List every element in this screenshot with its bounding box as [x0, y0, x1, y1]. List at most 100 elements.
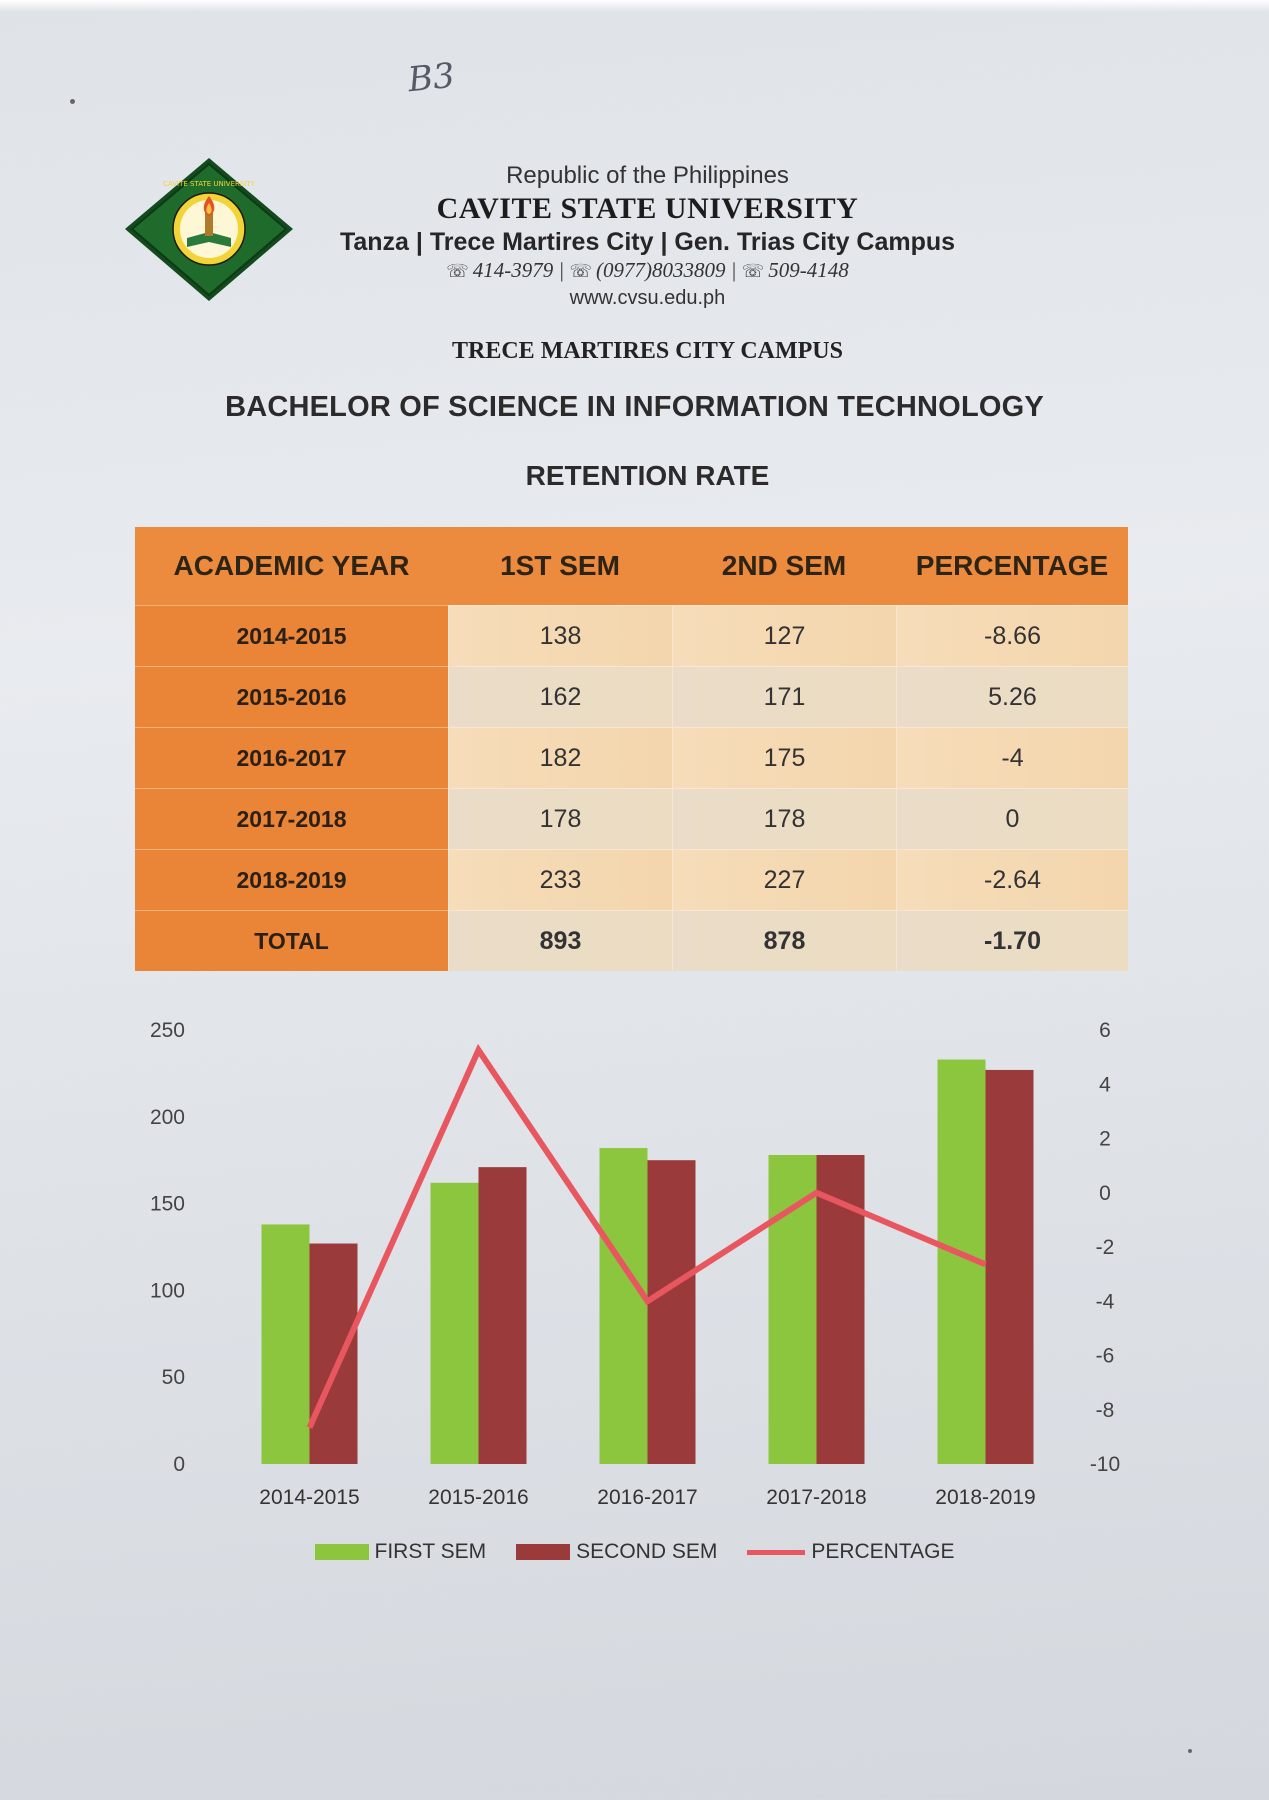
table-total-row: TOTAL 893 878 -1.70 [135, 910, 1128, 971]
y-axis-tick-label: 100 [150, 1279, 185, 1302]
y2-axis-tick-label: -4 [1096, 1290, 1115, 1313]
point-percentage [309, 1427, 310, 1429]
website-url: www.cvsu.edu.ph [569, 287, 726, 309]
percentage-cell: -2.64 [896, 849, 1128, 910]
program-title: BACHELOR OF SCIENCE IN INFORMATION TECHN… [225, 391, 1044, 423]
point-percentage [985, 1263, 986, 1265]
y2-axis-tick-label: -2 [1096, 1236, 1115, 1259]
column-header: 2ND SEM [721, 550, 847, 581]
legend-label: SECOND SEM [576, 1540, 718, 1563]
y-axis-tick-label: 200 [150, 1106, 185, 1129]
table-row: 2018-2019 233 227 -2.64 [135, 849, 1128, 910]
republic-line: Republic of the Philippines [506, 162, 789, 189]
table-header-row: ACADEMIC YEAR 1ST SEM 2ND SEM PERCENTAGE [135, 527, 1128, 605]
phone-number: 414-3979 [472, 258, 554, 282]
point-percentage [816, 1192, 817, 1194]
second-sem-cell: 178 [672, 788, 896, 849]
table-row: 2015-2016 162 171 5.26 [135, 666, 1128, 727]
percentage-cell: -8.66 [896, 605, 1128, 666]
retention-chart: 250 200 150 100 50 0 6 4 2 0 -2 -4 -6 -8 -10 2014-2015 2… [150, 1019, 1120, 1509]
legend-item-percentage: PERCENTAGE [747, 1540, 954, 1564]
column-header: ACADEMIC YEAR [173, 550, 410, 581]
legend-label: PERCENTAGE [811, 1540, 955, 1563]
second-sem-cell: 227 [672, 849, 896, 910]
first-sem-cell: 233 [448, 849, 672, 910]
first-sem-cell: 178 [448, 788, 672, 849]
phone-icon: ☏ [741, 261, 765, 281]
total-percentage: -1.70 [896, 910, 1128, 971]
y2-axis-tick-label: 4 [1099, 1073, 1111, 1096]
x-axis-tick-label: 2016-2017 [597, 1486, 697, 1509]
second-sem-cell: 127 [672, 605, 896, 666]
percentage-cell: 5.26 [896, 666, 1128, 727]
phone-numbers: ☏ 414-3979 | ☏ (0977)8033809 | ☏ 509-4148 [446, 258, 849, 282]
logo-text: CAVITE STATE UNIVERSITY [163, 180, 256, 188]
y-axis-tick-label: 150 [150, 1193, 185, 1216]
legend-swatch-second-sem [516, 1544, 571, 1560]
y2-axis-tick-label: 6 [1099, 1019, 1111, 1042]
retention-table: ACADEMIC YEAR 1ST SEM 2ND SEM PERCENTAGE… [135, 527, 1128, 971]
table-row: 2017-2018 178 178 0 [135, 788, 1128, 849]
university-name: CAVITE STATE UNIVERSITY [436, 192, 859, 225]
total-second-sem: 878 [672, 910, 896, 971]
legend-swatch-percentage [747, 1549, 806, 1555]
year-cell: 2016-2017 [135, 727, 448, 788]
percentage-cell: -4 [896, 727, 1128, 788]
x-axis-tick-label: 2018-2019 [935, 1486, 1035, 1509]
speck [1188, 1749, 1192, 1753]
phone-icon: ☏ [569, 261, 592, 281]
page-top-edge [0, 0, 1269, 12]
bar-second-sem [647, 1160, 696, 1464]
y-axis-tick-label: 0 [173, 1453, 185, 1476]
point-percentage [478, 1049, 479, 1051]
campus-name: TRECE MARTIRES CITY CAMPUS [452, 338, 843, 364]
year-cell: 2015-2016 [135, 666, 448, 727]
bar-second-sem [478, 1167, 527, 1464]
phone-number: (0977)8033809 [596, 258, 726, 282]
speck [70, 99, 75, 104]
bar-second-sem [985, 1069, 1034, 1464]
table-row: 2014-2015 138 127 -8.66 [135, 605, 1128, 666]
legend-item-second-sem: SECOND SEM [516, 1540, 717, 1564]
x-axis-tick-label: 2014-2015 [259, 1486, 359, 1509]
bar-first-sem [599, 1148, 648, 1464]
total-first-sem: 893 [448, 910, 672, 971]
legend-label: FIRST SEM [374, 1540, 487, 1563]
column-header: 1ST SEM [500, 550, 620, 581]
table-row: 2016-2017 182 175 -4 [135, 727, 1128, 788]
y-axis-tick-label: 50 [162, 1366, 185, 1389]
second-sem-cell: 175 [672, 727, 896, 788]
bar-first-sem [261, 1224, 310, 1464]
y2-axis-tick-label: -10 [1090, 1453, 1120, 1476]
x-axis-tick-label: 2015-2016 [428, 1486, 528, 1509]
percentage-cell: 0 [896, 788, 1128, 849]
year-cell: 2017-2018 [135, 788, 448, 849]
y2-axis-tick-label: 2 [1099, 1128, 1111, 1151]
phone-icon: ☏ [446, 261, 469, 281]
legend-swatch-first-sem [314, 1544, 369, 1560]
first-sem-cell: 162 [448, 666, 672, 727]
column-header: PERCENTAGE [915, 550, 1109, 581]
bar-second-sem [309, 1243, 358, 1464]
bar-first-sem [768, 1154, 817, 1464]
y2-axis-tick-label: -8 [1096, 1399, 1115, 1422]
year-cell: 2014-2015 [135, 605, 448, 666]
total-label: TOTAL [135, 910, 448, 971]
bar-first-sem [430, 1182, 479, 1464]
campus-list: Tanza | Trece Martires City | Gen. Trias… [339, 228, 956, 256]
second-sem-cell: 171 [672, 666, 896, 727]
y2-axis-tick-label: -6 [1096, 1345, 1115, 1368]
phone-number: 509-4148 [768, 258, 849, 282]
first-sem-cell: 138 [448, 605, 672, 666]
document-title: RETENTION RATE [525, 460, 770, 491]
legend-item-first-sem: FIRST SEM [314, 1540, 487, 1564]
university-logo: CAVITE STATE UNIVERSITY [125, 158, 293, 301]
handwritten-mark: B3 [406, 55, 457, 101]
chart-legend: FIRST SEM SECOND SEM PERCENTAGE [0, 1540, 1269, 1564]
first-sem-cell: 182 [448, 727, 672, 788]
y-axis-tick-label: 250 [150, 1019, 185, 1042]
year-cell: 2018-2019 [135, 849, 448, 910]
y2-axis-tick-label: 0 [1099, 1182, 1111, 1205]
point-percentage [647, 1300, 648, 1302]
x-axis-tick-label: 2017-2018 [766, 1486, 866, 1509]
